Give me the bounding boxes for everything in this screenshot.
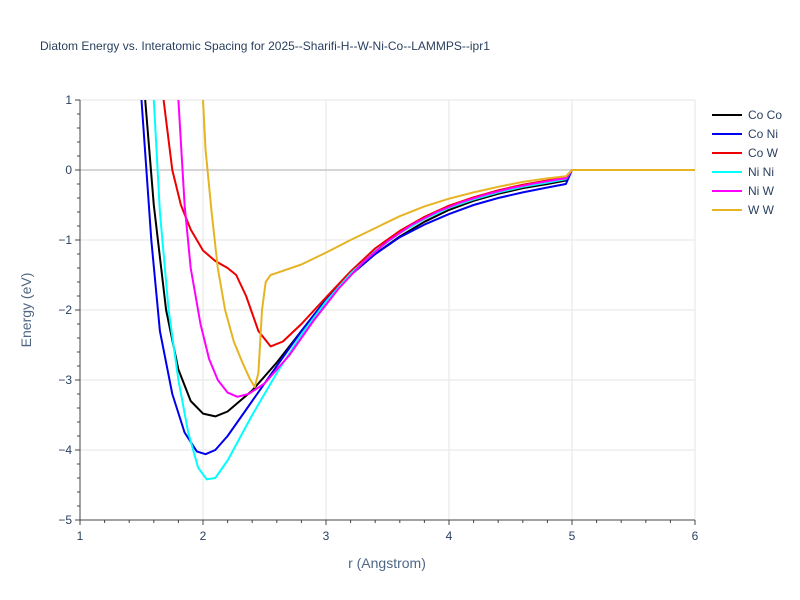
chart-title: Diatom Energy vs. Interatomic Spacing fo… [40, 39, 490, 53]
series-layer [140, 100, 695, 481]
legend[interactable]: Co Co Co Ni Co W Ni Ni Ni W W W [712, 108, 782, 217]
y-axis-title: Energy (eV) [18, 273, 34, 348]
x-tick-label: 1 [77, 529, 84, 543]
series-line-co-co [144, 100, 695, 418]
legend-label: W W [748, 203, 775, 217]
legend-item-ni-w[interactable]: Ni W [712, 184, 775, 198]
legend-item-co-co[interactable]: Co Co [712, 108, 782, 122]
y-tick-label: −1 [58, 233, 72, 247]
x-tick-label: 4 [446, 529, 453, 543]
x-tick-label: 2 [200, 529, 207, 543]
y-tick-labels: 1 0 −1 −2 −3 −4 −5 [58, 93, 72, 527]
y-tick-label: −5 [58, 513, 72, 527]
legend-label: Co Ni [748, 127, 778, 141]
series-line-co-ni [140, 100, 695, 456]
legend-label: Ni W [748, 184, 775, 198]
series-line-ni-w [177, 100, 695, 398]
axes [75, 99, 696, 525]
legend-item-co-w[interactable]: Co W [712, 146, 779, 160]
y-tick-label: −2 [58, 303, 72, 317]
legend-label: Co W [748, 146, 779, 160]
legend-item-co-ni[interactable]: Co Ni [712, 127, 778, 141]
series-line-w-w [202, 100, 695, 388]
legend-item-ni-ni[interactable]: Ni Ni [712, 165, 774, 179]
legend-label: Ni Ni [748, 165, 774, 179]
x-tick-label: 3 [323, 529, 330, 543]
y-tick-label: 1 [65, 93, 72, 107]
x-tick-label: 6 [692, 529, 699, 543]
y-tick-label: −4 [58, 443, 72, 457]
legend-label: Co Co [748, 108, 782, 122]
y-tick-label: 0 [65, 163, 72, 177]
x-tick-label: 5 [569, 529, 576, 543]
x-axis-title: r (Angstrom) [348, 555, 426, 571]
series-line-ni-ni [152, 100, 695, 481]
y-tick-label: −3 [58, 373, 72, 387]
x-tick-labels: 1 2 3 4 5 6 [77, 529, 699, 543]
legend-item-w-w[interactable]: W W [712, 203, 775, 217]
